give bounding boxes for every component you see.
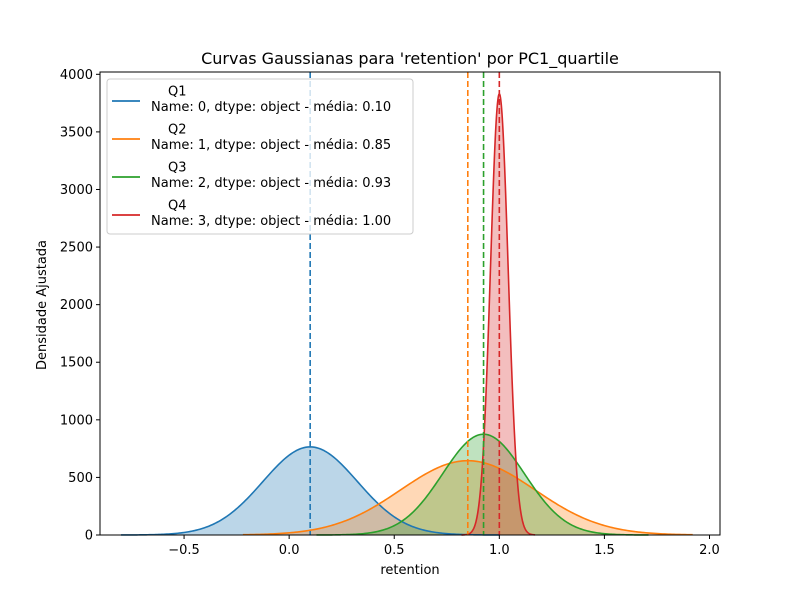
legend-box	[106, 78, 414, 235]
y-tick-label: 4000	[60, 68, 93, 83]
legend-detail: Name: 2, dtype: object - média: 0.93	[151, 176, 391, 191]
x-tick-label: 0.5	[384, 543, 405, 558]
chart-title: Curvas Gaussianas para 'retention' por P…	[201, 49, 619, 69]
y-axis-label: Densidade Ajustada	[35, 240, 50, 370]
legend-detail: Name: 3, dtype: object - média: 1.00	[151, 214, 391, 229]
legend-detail: Name: 0, dtype: object - média: 0.10	[151, 100, 391, 115]
x-tick-label: 0.0	[279, 543, 300, 558]
y-tick-label: 1500	[60, 356, 93, 371]
density-line-q3	[316, 433, 649, 536]
legend-label: Q4	[168, 199, 187, 214]
density-fill-q4	[461, 93, 536, 536]
x-axis-label: retention	[380, 563, 439, 578]
legend-label: Q2	[168, 123, 187, 138]
density-fill-q3	[316, 434, 649, 535]
y-tick-label: 3500	[60, 125, 93, 140]
y-tick-label: 0	[85, 529, 93, 544]
legend-detail: Name: 1, dtype: object - média: 0.85	[151, 138, 391, 153]
x-tick-label: 2.0	[699, 543, 720, 558]
y-tick-label: 3000	[60, 183, 93, 198]
y-tick-label: 2500	[60, 241, 93, 256]
legend-label: Q1	[168, 85, 187, 100]
y-tick-label: 500	[68, 471, 93, 486]
density-line-q4	[461, 93, 536, 536]
y-tick-label: 2000	[60, 298, 93, 313]
y-tick-label: 1000	[60, 413, 93, 428]
axes-frame	[99, 71, 721, 536]
x-axis: −0.5 0.0 0.5 1.0 1.5 2.0	[168, 535, 720, 558]
x-tick-label: −0.5	[168, 543, 200, 558]
x-tick-label: 1.5	[594, 543, 615, 558]
x-tick-label: 1.0	[489, 543, 510, 558]
y-axis: 0 500 1000 1500 2000 2500 3000 3500 4000	[60, 68, 100, 544]
legend-label: Q3	[168, 161, 187, 176]
